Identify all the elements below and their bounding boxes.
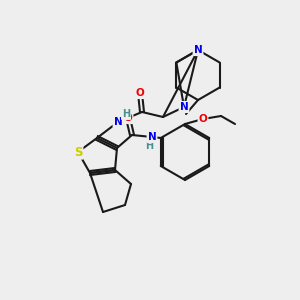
Text: N: N [148, 132, 156, 142]
Text: N: N [194, 45, 202, 55]
Text: N: N [114, 117, 122, 127]
Text: S: S [74, 146, 82, 158]
Text: O: O [199, 114, 207, 124]
Text: H: H [122, 109, 130, 119]
Text: O: O [124, 113, 132, 123]
Text: O: O [136, 88, 144, 98]
Text: N: N [180, 102, 188, 112]
Text: H: H [145, 141, 153, 151]
